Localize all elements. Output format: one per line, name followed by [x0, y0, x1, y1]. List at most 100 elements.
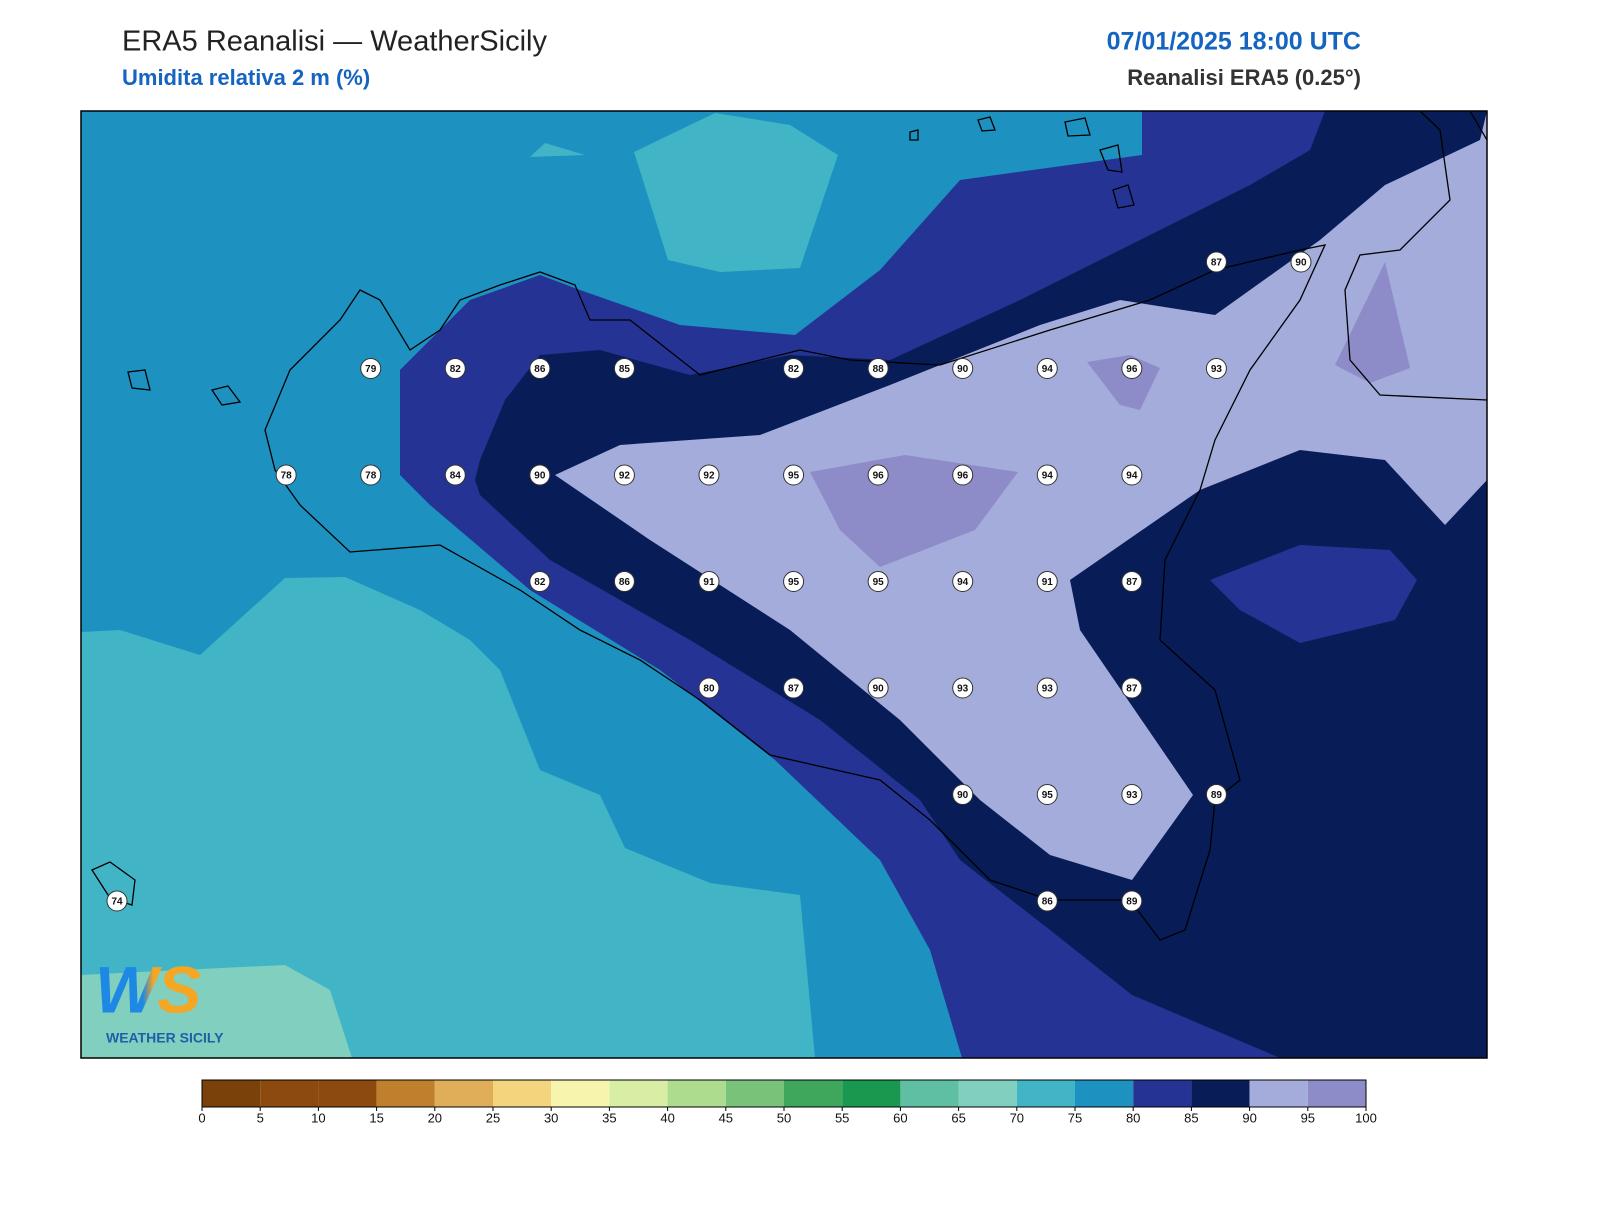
- label-marker: [1036, 358, 1058, 379]
- value-label: 90: [957, 790, 969, 801]
- title: ERA5 Reanalisi — WeatherSicily: [122, 26, 547, 58]
- value-label: 89: [1211, 790, 1223, 801]
- value-label: 82: [534, 577, 546, 588]
- label-marker: [783, 358, 805, 379]
- value-label: 96: [873, 471, 885, 482]
- label-marker: [1036, 571, 1058, 592]
- label-marker: [1036, 464, 1058, 486]
- value-label: 92: [619, 471, 631, 482]
- label-marker: [783, 677, 805, 699]
- label-marker: [867, 571, 889, 592]
- label-marker: [698, 677, 720, 699]
- colorbar-tick-label: 50: [777, 1110, 791, 1125]
- value-label: 88: [873, 364, 885, 375]
- value-label: 87: [1126, 577, 1138, 588]
- colorbar-tick-label: 15: [369, 1110, 383, 1125]
- colorbar-tick-label: 55: [835, 1110, 849, 1125]
- colorbar-tick-label: 95: [1301, 1110, 1315, 1125]
- label-marker: [529, 358, 551, 379]
- label-marker: [952, 784, 974, 805]
- value-label: 84: [450, 471, 462, 482]
- label-marker: [613, 571, 635, 592]
- colorbar-segment: [1249, 1080, 1308, 1107]
- value-label: 94: [1126, 471, 1138, 482]
- label-marker: [529, 464, 551, 486]
- value-label: 90: [873, 684, 885, 695]
- value-label: 95: [873, 577, 885, 588]
- colorbar-tick-label: 30: [544, 1110, 558, 1125]
- logo-text: WEATHER SICILY: [106, 1030, 224, 1046]
- label-marker: [1290, 251, 1312, 273]
- value-label: 89: [1126, 897, 1138, 908]
- label-marker: [783, 464, 805, 486]
- label-marker: [1205, 358, 1227, 379]
- label-marker: [1205, 251, 1227, 273]
- colorbar-segment: [1016, 1080, 1075, 1107]
- label-marker: [1121, 571, 1143, 592]
- value-label: 95: [788, 577, 800, 588]
- colorbar: 0 5 10 15 20 25 30 35 40 45 50 55 60 65 70 75 80 85 90 95 10…: [198, 1079, 1377, 1125]
- label-marker: [952, 571, 974, 592]
- value-label: 87: [788, 684, 800, 695]
- label-marker: [1036, 677, 1058, 699]
- field-70-75: [530, 143, 585, 157]
- coastline: [264, 244, 1327, 941]
- label-marker: [529, 571, 551, 592]
- colorbar-segment: [493, 1080, 552, 1107]
- label-marker: [360, 464, 382, 486]
- map-frame: [80, 110, 1488, 1059]
- map-area: [81, 111, 1487, 1058]
- label-marker: [783, 571, 805, 592]
- value-label: 94: [1042, 471, 1054, 482]
- field-65-70: [81, 965, 352, 1058]
- colorbar-tick-label: 70: [1010, 1110, 1024, 1125]
- colorbar-tick-label: 20: [428, 1110, 442, 1125]
- label-marker: [444, 358, 466, 379]
- value-label: 95: [788, 471, 800, 482]
- label-marker: [613, 464, 635, 486]
- colorbar-segment: [318, 1080, 377, 1107]
- colorbar-segment: [1191, 1080, 1250, 1107]
- value-label: 90: [534, 471, 546, 482]
- source: Reanalisi ERA5 (0.25°): [1127, 65, 1361, 90]
- label-marker: [1036, 784, 1058, 805]
- field-90-95: [555, 111, 1487, 880]
- label-marker: [1121, 890, 1143, 912]
- value-label: 94: [957, 577, 969, 588]
- value-label: 91: [703, 577, 715, 588]
- value-label: 82: [450, 364, 462, 375]
- value-label: 74: [111, 897, 123, 908]
- value-label: 86: [619, 577, 631, 588]
- value-label: 96: [957, 471, 969, 482]
- label-marker: [360, 358, 382, 379]
- colorbar-tick-label: 85: [1184, 1110, 1198, 1125]
- value-label: 82: [788, 364, 800, 375]
- value-label: 78: [281, 471, 293, 482]
- value-label: 90: [957, 364, 969, 375]
- label-marker: [698, 571, 720, 592]
- label-marker: [952, 464, 974, 486]
- colorbar-segment: [784, 1080, 843, 1107]
- colorbar-segment: [434, 1080, 493, 1107]
- colorbar-tick-label: 75: [1068, 1110, 1082, 1125]
- label-marker: [952, 358, 974, 379]
- colorbar-segment: [900, 1080, 959, 1107]
- colorbar-tick-label: 25: [486, 1110, 500, 1125]
- colorbar-segment: [551, 1080, 610, 1107]
- label-marker: [952, 677, 974, 699]
- subtitle: Umidita relativa 2 m (%): [122, 65, 370, 90]
- label-marker: [106, 890, 128, 912]
- colorbar-segment: [667, 1080, 726, 1107]
- label-marker: [275, 464, 297, 486]
- value-label: 95: [1042, 790, 1054, 801]
- colorbar-tick-label: 90: [1242, 1110, 1256, 1125]
- colorbar-segment: [1075, 1080, 1134, 1107]
- value-label: 80: [703, 684, 715, 695]
- label-marker: [1205, 784, 1227, 805]
- value-label: 78: [365, 471, 377, 482]
- colorbar-segment: [725, 1080, 784, 1107]
- colorbar-tick-label: 35: [602, 1110, 616, 1125]
- colorbar-tick-label: 100: [1355, 1110, 1377, 1125]
- value-label: 90: [1295, 258, 1307, 269]
